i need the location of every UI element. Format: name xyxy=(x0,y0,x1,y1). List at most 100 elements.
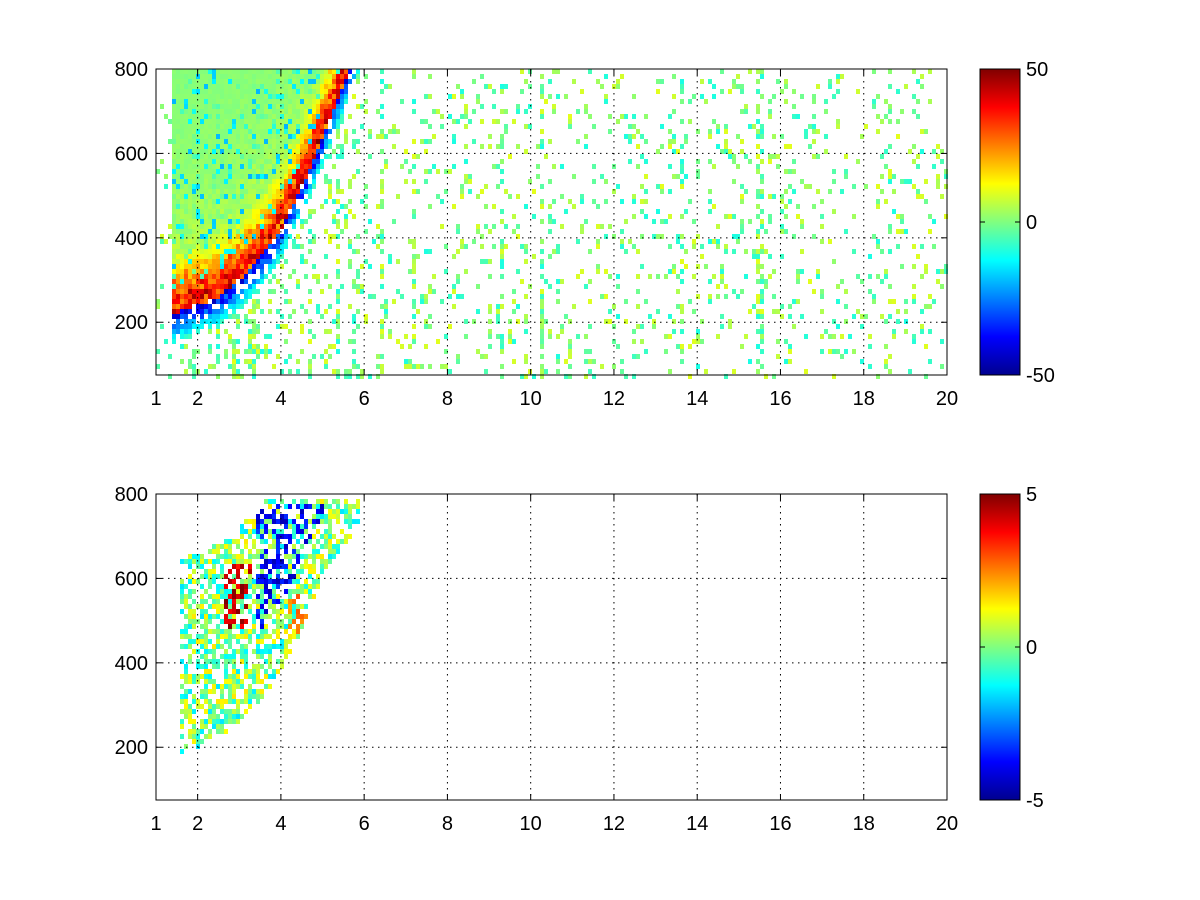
heatmap-cell xyxy=(280,139,284,144)
heatmap-cell xyxy=(256,259,260,264)
heatmap-cell xyxy=(232,314,236,319)
heatmap-cell xyxy=(220,214,224,219)
heatmap-cell xyxy=(584,374,588,379)
heatmap-cell xyxy=(172,104,176,109)
heatmap-cell xyxy=(300,154,304,159)
heatmap-cell xyxy=(324,274,328,279)
heatmap-cell xyxy=(660,219,664,224)
heatmap-cell xyxy=(584,359,588,364)
heatmap-cell xyxy=(172,324,176,329)
heatmap-cell xyxy=(184,239,188,244)
heatmap-cell xyxy=(384,134,388,139)
heatmap-cell xyxy=(276,239,280,244)
heatmap-cell xyxy=(228,539,232,544)
heatmap-cell xyxy=(212,184,216,189)
heatmap-cell xyxy=(728,154,732,159)
heatmap-cell xyxy=(260,149,264,154)
heatmap-cell xyxy=(708,279,712,284)
heatmap-cell xyxy=(264,244,268,249)
heatmap-cell xyxy=(220,634,224,639)
heatmap-cell xyxy=(340,204,344,209)
heatmap-cell xyxy=(308,229,312,234)
heatmap-cell xyxy=(216,114,220,119)
heatmap-cell xyxy=(248,154,252,159)
heatmap-cell xyxy=(928,294,932,299)
heatmap-cell xyxy=(216,189,220,194)
heatmap-cell xyxy=(828,84,832,89)
heatmap-cell xyxy=(236,714,240,719)
heatmap-cell xyxy=(284,549,288,554)
heatmap-cell xyxy=(668,214,672,219)
heatmap-cell xyxy=(716,224,720,229)
heatmap-cell xyxy=(232,269,236,274)
heatmap-cell xyxy=(232,694,236,699)
heatmap-cell xyxy=(220,184,224,189)
heatmap-cell xyxy=(260,574,264,579)
heatmap-cell xyxy=(288,139,292,144)
heatmap-cell xyxy=(228,199,232,204)
heatmap-cell xyxy=(320,99,324,104)
heatmap-cell xyxy=(224,584,228,589)
heatmap-cell xyxy=(300,564,304,569)
heatmap-cell xyxy=(308,189,312,194)
heatmap-cell xyxy=(344,79,348,84)
heatmap-cell xyxy=(204,569,208,574)
heatmap-cell xyxy=(204,689,208,694)
heatmap-cell xyxy=(292,239,296,244)
heatmap-cell xyxy=(340,144,344,149)
heatmap-cell xyxy=(380,354,384,359)
heatmap-cell xyxy=(180,274,184,279)
heatmap-cell xyxy=(180,109,184,114)
heatmap-cell xyxy=(708,294,712,299)
heatmap-cell xyxy=(216,584,220,589)
heatmap-cell xyxy=(488,304,492,309)
heatmap-cell xyxy=(268,684,272,689)
heatmap-cell xyxy=(732,179,736,184)
heatmap-cell xyxy=(400,99,404,104)
heatmap-cell xyxy=(348,519,352,524)
heatmap-cell xyxy=(280,164,284,169)
heatmap-cell xyxy=(760,309,764,314)
heatmap-cell xyxy=(184,194,188,199)
heatmap-cell xyxy=(380,234,384,239)
heatmap-cell xyxy=(200,139,204,144)
heatmap-cell xyxy=(220,159,224,164)
heatmap-cell xyxy=(540,339,544,344)
heatmap-cell xyxy=(272,499,276,504)
heatmap-cell xyxy=(556,359,560,364)
heatmap-cell xyxy=(220,84,224,89)
heatmap-cell xyxy=(264,554,268,559)
heatmap-cell xyxy=(224,219,228,224)
heatmap-cell xyxy=(364,314,368,319)
heatmap-cell xyxy=(616,184,620,189)
heatmap-cell xyxy=(252,244,256,249)
heatmap-cell xyxy=(332,94,336,99)
heatmap-cell xyxy=(232,299,236,304)
heatmap-cell xyxy=(292,69,296,74)
heatmap-cell xyxy=(244,559,248,564)
heatmap-cell xyxy=(236,634,240,639)
heatmap-cell xyxy=(180,164,184,169)
heatmap-cell xyxy=(212,209,216,214)
heatmap-cell xyxy=(256,89,260,94)
heatmap-cell xyxy=(820,294,824,299)
heatmap-cell xyxy=(260,594,264,599)
heatmap-cell xyxy=(640,134,644,139)
heatmap-cell xyxy=(352,174,356,179)
heatmap-cell xyxy=(244,94,248,99)
heatmap-cell xyxy=(424,94,428,99)
heatmap-cell xyxy=(688,299,692,304)
heatmap-cell xyxy=(260,254,264,259)
heatmap-cell xyxy=(232,179,236,184)
heatmap-cell xyxy=(324,124,328,129)
heatmap-cell xyxy=(256,124,260,129)
heatmap-cell xyxy=(548,229,552,234)
heatmap-cell xyxy=(412,189,416,194)
heatmap-cell xyxy=(216,119,220,124)
heatmap-cell xyxy=(260,109,264,114)
heatmap-cell xyxy=(176,199,180,204)
heatmap-cell xyxy=(772,194,776,199)
heatmap-cell xyxy=(236,164,240,169)
heatmap-cell xyxy=(328,184,332,189)
